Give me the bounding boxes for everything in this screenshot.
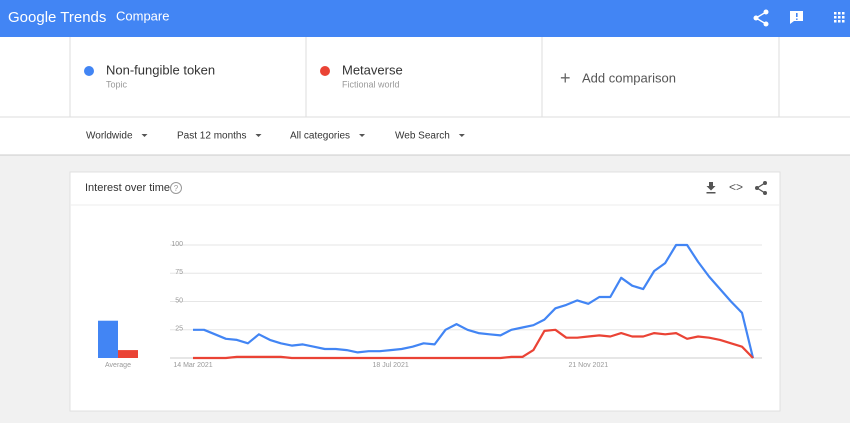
help-icon[interactable]: ? — [174, 184, 179, 193]
card — [69, 171, 781, 412]
y-tick-label: 50 — [175, 297, 183, 304]
chart: 25 50 75 100 14 Mar 2021 18 Jul 2021 21 Nov 20… — [98, 241, 762, 369]
trend-line — [193, 243, 755, 359]
series-dot — [84, 66, 94, 76]
average-label: Average — [105, 362, 131, 369]
card-title: Interest over time — [85, 182, 170, 194]
help-icon[interactable] — [170, 182, 182, 194]
term-type: Fictional world — [342, 79, 400, 89]
plus-icon[interactable]: + — [560, 68, 571, 88]
share-icon[interactable] — [755, 181, 767, 195]
trend-line — [193, 328, 754, 360]
apps-icon[interactable] — [834, 12, 845, 23]
average-bar — [118, 350, 138, 358]
logo[interactable]: Google Trends — [8, 9, 106, 26]
x-tick-label: 18 Jul 2021 — [373, 362, 409, 369]
y-tick-label: 100 — [171, 241, 183, 248]
share-icon[interactable] — [753, 9, 769, 27]
filter-dropdown[interactable]: Worldwide — [86, 131, 133, 142]
x-tick-label: 21 Nov 2021 — [568, 362, 608, 369]
y-tick-label: 75 — [175, 269, 183, 276]
embed-icon[interactable]: <> — [729, 180, 743, 194]
dropdown-arrow[interactable] — [141, 134, 148, 137]
download-icon[interactable] — [706, 182, 716, 194]
average-bar — [98, 320, 118, 358]
filter-dropdown[interactable]: All categories — [290, 131, 350, 142]
dropdown-arrow[interactable] — [359, 134, 366, 137]
compare-items: Non-fungible token Topic Metaverse Fictiona… — [84, 62, 403, 89]
dropdown-arrow[interactable] — [255, 134, 262, 137]
add-comparison[interactable]: Add comparison — [582, 70, 676, 85]
top-bar — [0, 0, 850, 37]
filter-dropdown[interactable]: Past 12 months — [177, 131, 246, 142]
feedback-icon[interactable] — [790, 11, 803, 24]
series-dot — [320, 66, 330, 76]
filters: Worldwide Past 12 months All categories Web… — [86, 131, 465, 142]
term-name[interactable]: Metaverse — [342, 62, 403, 77]
x-tick-label: 14 Mar 2021 — [173, 362, 212, 369]
compare-panel — [0, 37, 850, 155]
term-type: Topic — [106, 79, 128, 89]
term-name[interactable]: Non-fungible token — [106, 62, 215, 77]
dropdown-arrow[interactable] — [458, 134, 465, 137]
filter-dropdown[interactable]: Web Search — [395, 131, 450, 142]
y-tick-label: 25 — [175, 326, 183, 333]
page-title: Compare — [116, 8, 169, 23]
